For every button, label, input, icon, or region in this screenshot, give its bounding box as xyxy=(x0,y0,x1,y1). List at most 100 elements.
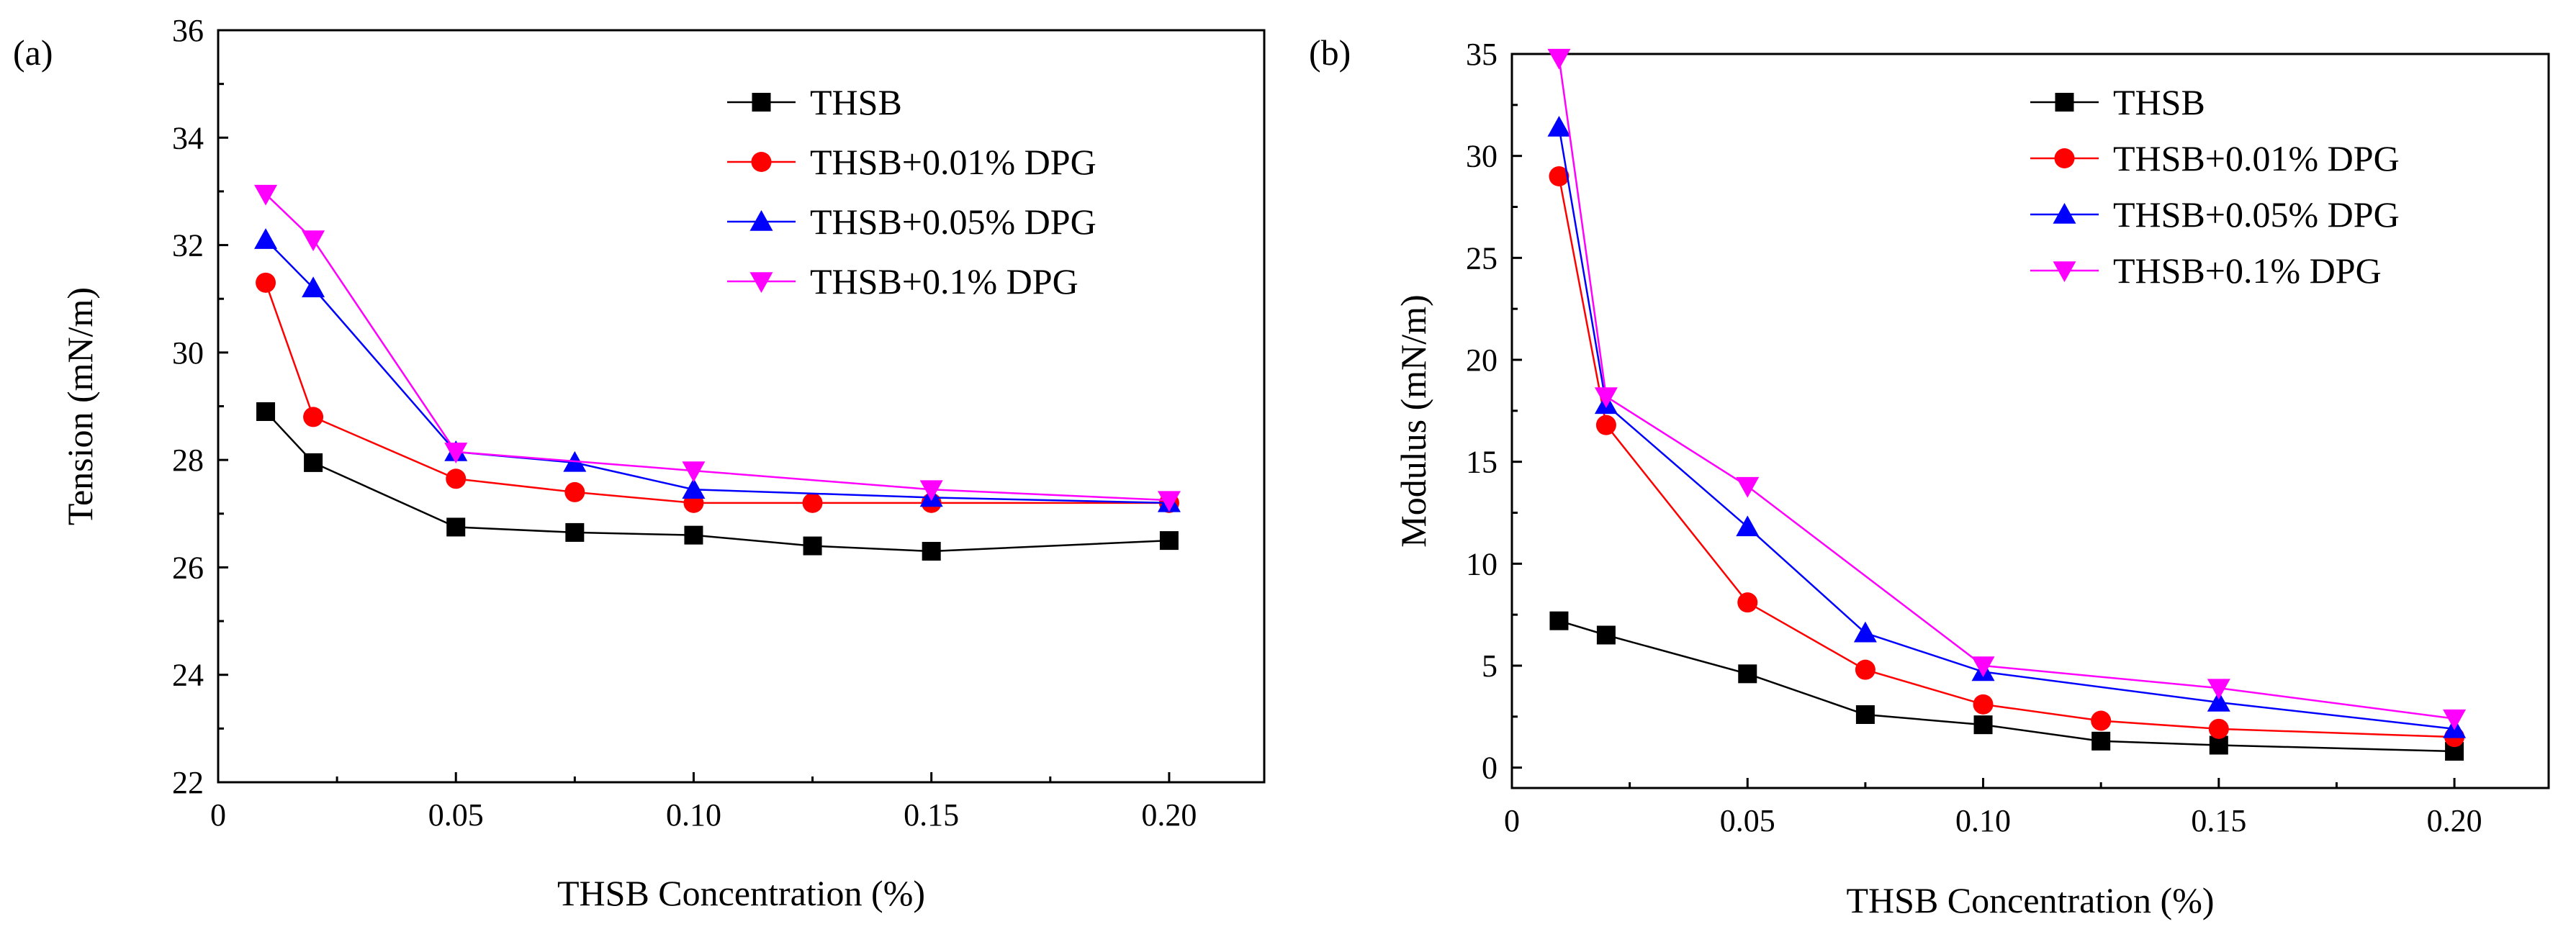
x-tick-label: 0.15 xyxy=(2191,803,2246,838)
y-tick-label: 5 xyxy=(1482,648,1498,684)
x-tick-label: 0.20 xyxy=(1141,797,1197,833)
y-tick-label: 30 xyxy=(1466,139,1498,174)
x-tick-label: 0.15 xyxy=(904,797,959,833)
y-axis-title: Tension (mN/m) xyxy=(60,287,100,525)
data-point xyxy=(922,542,941,561)
legend-entry: THSB+0.1% DPG xyxy=(2030,250,2382,291)
data-point xyxy=(1549,611,1569,630)
panel-label: (a) xyxy=(13,32,53,73)
y-tick-label: 25 xyxy=(1466,240,1498,276)
data-point xyxy=(1595,415,1616,435)
x-axis-title: THSB Concentration (%) xyxy=(557,873,925,913)
data-point xyxy=(1157,491,1181,512)
y-axis-title: Modulus (mN/m) xyxy=(1393,294,1433,547)
data-point xyxy=(1737,592,1758,613)
data-point xyxy=(446,468,467,489)
legend-label: THSB+0.1% DPG xyxy=(810,261,1078,302)
data-point xyxy=(1594,387,1618,408)
series-thsb xyxy=(256,402,1179,561)
y-tick-label: 10 xyxy=(1466,546,1498,581)
data-point xyxy=(802,492,823,513)
data-point xyxy=(1736,476,1760,498)
y-tick-label: 22 xyxy=(172,765,204,800)
legend-marker xyxy=(2055,93,2074,112)
legend-marker xyxy=(2053,261,2076,282)
data-point xyxy=(2207,679,2230,700)
plot-frame xyxy=(217,29,1266,784)
legend-entry: THSB xyxy=(2030,82,2205,122)
y-tick-label: 34 xyxy=(172,120,204,155)
legend-label: THSB+0.01% DPG xyxy=(810,142,1096,182)
legend-entry: THSB xyxy=(727,82,902,122)
data-point xyxy=(1549,166,1570,186)
series-thsb-0-05-dpg xyxy=(254,228,1181,512)
series-line xyxy=(265,411,1169,553)
data-point xyxy=(304,453,323,472)
x-tick-label: 0.10 xyxy=(666,797,721,833)
x-tick-label: 0.05 xyxy=(428,797,484,833)
data-point xyxy=(1736,515,1760,537)
data-point xyxy=(1738,664,1757,684)
data-point xyxy=(919,480,943,502)
panel-label: (b) xyxy=(1309,32,1351,73)
legend-entry: THSB+0.01% DPG xyxy=(2030,138,2400,178)
data-point xyxy=(803,536,822,556)
series-line xyxy=(1558,58,2455,720)
series-line xyxy=(264,282,1169,504)
y-tick-label: 32 xyxy=(172,228,204,263)
data-point xyxy=(1159,531,1179,551)
data-point xyxy=(256,272,276,293)
legend-label: THSB xyxy=(810,82,902,122)
series-thsb-0-1-dpg xyxy=(254,184,1181,512)
series-line xyxy=(1559,620,2455,753)
data-point xyxy=(2443,709,2467,730)
legend-label: THSB+0.1% DPG xyxy=(2113,250,2382,291)
data-point xyxy=(254,228,278,249)
legend-marker xyxy=(752,93,771,112)
legend-marker xyxy=(749,210,773,231)
x-tick-label: 0.10 xyxy=(1955,803,2011,838)
data-point xyxy=(1853,621,1877,643)
data-point xyxy=(1971,656,1995,677)
legend-marker xyxy=(2053,203,2076,224)
data-point xyxy=(444,443,468,463)
x-tick-label: 0 xyxy=(210,797,226,833)
data-point xyxy=(1855,659,1875,680)
series-thsb-0-01-dpg xyxy=(256,272,1179,513)
x-axis-title: THSB Concentration (%) xyxy=(1846,880,2214,920)
legend-label: THSB+0.05% DPG xyxy=(810,201,1096,242)
data-point xyxy=(254,184,278,206)
series-thsb xyxy=(1549,611,2464,761)
data-point xyxy=(564,481,585,502)
y-tick-label: 35 xyxy=(1466,37,1498,72)
legend-label: THSB+0.05% DPG xyxy=(2113,194,2400,235)
chart-panel-a: 0 0.05 0.10 0.15 0.20 22 24 26 28 30 32 34 36 THSB Co… xyxy=(13,13,1266,913)
y-tick-label: 28 xyxy=(172,443,204,478)
data-point xyxy=(1547,116,1571,137)
data-point xyxy=(684,525,703,545)
y-tick-label: 0 xyxy=(1482,751,1498,786)
data-point xyxy=(1596,625,1616,645)
legend-marker xyxy=(2054,148,2075,168)
data-point xyxy=(2207,691,2230,712)
data-point xyxy=(2209,735,2228,755)
data-point xyxy=(302,230,325,252)
data-point xyxy=(446,517,466,537)
legend-label: THSB xyxy=(2113,82,2205,122)
legend-marker xyxy=(751,152,772,172)
legend-entry: THSB+0.05% DPG xyxy=(727,201,1096,242)
series-line xyxy=(1558,176,2455,738)
y-tick-label: 36 xyxy=(172,13,204,48)
data-point xyxy=(1973,715,1993,735)
data-point xyxy=(256,402,276,421)
data-point xyxy=(2091,710,2112,731)
legend-entry: THSB+0.1% DPG xyxy=(727,261,1078,302)
data-point xyxy=(2091,731,2111,751)
y-tick-label: 20 xyxy=(1466,343,1498,378)
data-point xyxy=(682,461,706,483)
data-point xyxy=(2208,718,2229,739)
data-point xyxy=(1973,694,1994,715)
plot-frame xyxy=(1510,53,2550,789)
